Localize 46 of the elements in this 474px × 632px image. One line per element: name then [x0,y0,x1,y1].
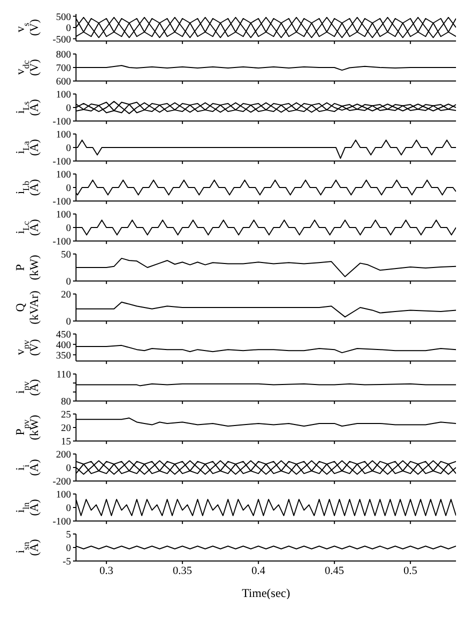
y-tick-label: 400 [56,340,71,351]
y-tick-label: 0 [66,143,71,154]
y-tick-label: 0 [66,463,71,474]
y-tick-label: 0 [66,276,71,288]
y-tick-label: -100 [52,116,71,128]
y-tick-label: 0 [66,503,71,514]
y-tick-label: 200 [56,450,71,461]
y-tick-label: -100 [52,516,71,528]
y-tick-label: -200 [52,476,71,488]
y-tick-label: -500 [52,34,71,46]
y-tick-label: 100 [56,130,71,141]
y-axis-title: P (kW) [13,254,41,280]
y-tick-label: 5 [66,530,71,541]
y-tick-label: -100 [52,196,71,208]
y-tick-label: 500 [56,12,71,23]
y-tick-label: 100 [56,170,71,181]
y-tick-label: 80 [61,396,71,408]
y-tick-label: 110 [56,370,71,381]
y-tick-label: 0 [66,543,71,554]
x-tick-label: 0.3 [100,564,114,577]
y-tick-label: 600 [56,76,71,88]
y-tick-label: 700 [56,63,71,74]
y-tick-label: 100 [56,90,71,101]
x-tick-label: 0.5 [404,564,418,577]
y-tick-label: -100 [52,156,71,168]
y-axis-title: Q (kVAr) [13,290,41,324]
y-tick-label: 350 [56,350,71,362]
y-tick-label: 0 [66,316,71,328]
y-tick-label: -5 [62,556,71,568]
y-tick-label: 15 [61,436,71,448]
x-tick-label: 0.35 [172,564,193,577]
y-tick-label: 0 [66,103,71,114]
y-tick-label: 100 [56,210,71,221]
y-tick-label: 100 [56,490,71,501]
y-tick-label: 0 [66,23,71,34]
y-tick-label: 50 [61,250,71,261]
y-tick-label: 20 [61,423,71,434]
y-tick-label: 0 [66,183,71,194]
x-tick-label: 0.45 [324,564,345,577]
x-tick-label: 0.4 [252,564,266,577]
y-tick-label: 0 [66,223,71,234]
y-tick-label: 25 [61,410,71,421]
y-tick-label: 20 [61,290,71,301]
y-tick-label: 450 [56,330,71,341]
y-tick-label: -100 [52,236,71,248]
y-tick-label: 800 [56,50,71,61]
